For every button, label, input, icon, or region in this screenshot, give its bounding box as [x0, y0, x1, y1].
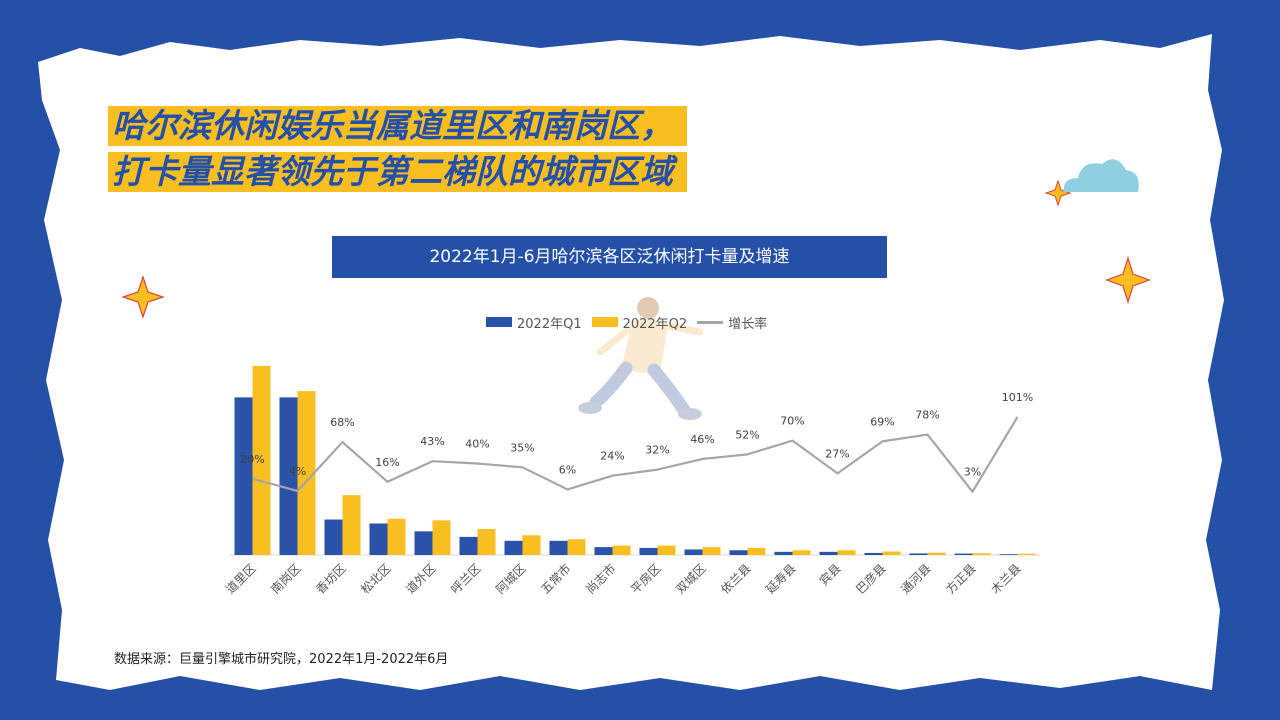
growth-data-label: 78%	[915, 409, 939, 422]
growth-rate-line	[252, 416, 1019, 493]
bar-q1	[504, 540, 523, 555]
runner-illustration	[578, 297, 704, 420]
sparkle-icon	[1105, 255, 1151, 305]
x-tick-label: 香坊区	[313, 561, 349, 597]
sparkle-icon	[121, 275, 165, 319]
legend-swatch-q2	[591, 317, 618, 327]
page-title-line-1: 哈尔滨休闲娱乐当属道里区和南岗区，	[108, 106, 687, 146]
bar-q2	[387, 518, 406, 555]
x-tick-label: 平房区	[628, 561, 664, 597]
growth-data-label: 46%	[690, 433, 714, 446]
bar-q2	[567, 539, 586, 555]
bar-q2	[747, 547, 766, 555]
cloud-icon	[1063, 159, 1139, 192]
legend-label-growth: 增长率	[728, 316, 768, 332]
x-tick-label: 松北区	[358, 561, 393, 596]
growth-data-label: 35%	[510, 441, 534, 454]
growth-data-label: 24%	[600, 450, 624, 463]
data-source-note: 数据来源：巨量引擎城市研究院，2022年1月-2022年6月	[114, 652, 449, 667]
bar-q2	[702, 547, 721, 555]
bar-q1	[549, 540, 568, 555]
growth-data-label: 101%	[1002, 391, 1033, 404]
x-tick-label: 阿城区	[493, 561, 528, 596]
growth-data-label: 32%	[645, 444, 669, 457]
x-tick-label: 呼兰区	[448, 561, 483, 596]
x-tick-label: 南岗区	[268, 561, 304, 597]
growth-data-label: 70%	[780, 415, 804, 428]
x-tick-label: 五常市	[538, 561, 574, 597]
bar-q2	[477, 528, 496, 555]
growth-data-label: 3%	[964, 466, 981, 479]
x-tick-label: 道外区	[403, 561, 438, 596]
bar-q2	[297, 391, 316, 555]
bar-q1	[324, 519, 343, 555]
x-tick-label: 宾县	[816, 561, 844, 589]
x-tick-label: 巴彦县	[853, 561, 889, 597]
growth-data-label: 16%	[375, 456, 399, 469]
legend-item-growth: 增长率	[697, 313, 767, 332]
bar-q1	[459, 536, 478, 555]
bar-q1	[729, 550, 748, 555]
bar-q1	[234, 397, 253, 555]
growth-data-label: 69%	[870, 415, 894, 428]
bar-q2	[252, 365, 271, 555]
bar-q1	[819, 551, 838, 555]
growth-data-label: 4%	[289, 465, 306, 478]
bar-q2	[612, 545, 631, 555]
growth-data-label: 43%	[420, 435, 444, 448]
bar-q1	[774, 551, 793, 555]
legend-item-q1: 2022年Q1	[486, 313, 582, 332]
bar-q1	[414, 531, 433, 555]
bar-q2	[432, 520, 451, 555]
x-tick-label: 通河县	[898, 561, 933, 596]
bar-q2	[837, 550, 856, 555]
legend-swatch-growth	[697, 320, 724, 324]
bar-q1	[954, 553, 973, 555]
x-tick-label: 方正县	[943, 561, 979, 597]
legend-label-q2: 2022年Q2	[622, 316, 688, 332]
chart-subtitle: 2022年1月-6月哈尔滨各区泛休闲打卡量及增速	[332, 236, 887, 278]
growth-data-label: 20%	[240, 453, 264, 466]
page-title-line-2: 打卡量显著领先于第二梯队的城市区域	[108, 152, 687, 192]
bar-q1	[369, 523, 388, 555]
bar-q1	[279, 397, 298, 555]
x-tick-label: 木兰县	[988, 561, 1023, 596]
legend-label-q1: 2022年Q1	[517, 316, 582, 332]
x-tick-label: 依兰县	[718, 561, 754, 597]
x-tick-label: 延寿县	[763, 561, 798, 596]
growth-data-label: 6%	[559, 463, 576, 476]
x-tick-label: 双城区	[673, 561, 708, 596]
growth-data-label: 52%	[735, 428, 759, 441]
growth-data-label: 68%	[330, 416, 354, 429]
growth-data-label: 27%	[825, 447, 849, 460]
x-tick-label: 道里区	[223, 561, 258, 596]
bar-q2	[792, 550, 811, 555]
chart-legend: 2022年Q1 2022年Q2 增长率	[486, 312, 767, 332]
bar-q2	[1017, 553, 1036, 555]
bar-q2	[657, 545, 676, 555]
bar-q1	[594, 547, 613, 555]
bar-q1	[999, 554, 1018, 555]
growth-data-label: 40%	[465, 438, 489, 451]
legend-item-q2: 2022年Q2	[591, 313, 688, 332]
bar-q1	[864, 552, 883, 555]
bar-q2	[882, 551, 901, 555]
bar-q1	[639, 547, 658, 555]
bar-q2	[522, 535, 541, 555]
bar-q2	[972, 553, 991, 555]
bar-q1	[684, 549, 703, 555]
bar-q2	[342, 495, 361, 555]
bar-q1	[909, 553, 928, 555]
bar-q2	[927, 552, 946, 555]
legend-swatch-q1	[486, 317, 512, 327]
x-tick-label: 尚志市	[583, 561, 619, 597]
